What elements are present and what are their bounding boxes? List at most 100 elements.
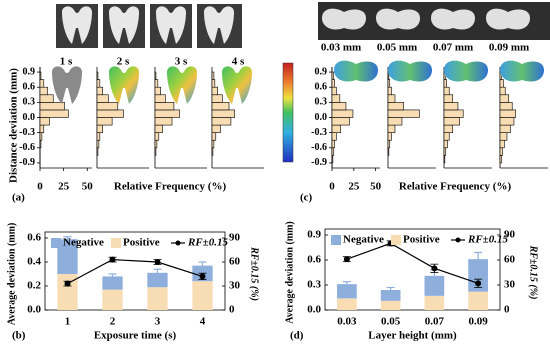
y-tick-label: -0.3 [19,127,35,138]
x-tick-label: 4 [200,316,206,328]
y-tick-label: 0.4 [27,256,41,268]
hist-bar [499,102,513,111]
y-tick-label: 0.6 [307,254,321,266]
hist-bar [443,132,450,141]
y-tick-label: -0.3 [311,127,327,138]
hist-bar [96,71,99,80]
hist-bar [154,132,160,141]
hist-bar [331,102,347,111]
hist-bar [331,79,335,88]
y2-tick-label: 0 [504,304,510,316]
legend-label: RF±0.15 [187,237,228,249]
hist-bar [39,109,69,118]
y2-tick-label: 30 [229,280,241,292]
hist-bar [499,139,505,149]
bar [337,298,357,310]
hist-bar [387,102,405,111]
y-tick-label: -0.9 [311,157,327,168]
hist-bar [211,124,221,133]
hist-bar [387,109,420,118]
legend-label: Negative [343,234,384,246]
y-tick-label: 0.0 [315,112,328,123]
bar [147,287,168,310]
rf-point [199,273,206,280]
hist-bar [211,71,215,80]
y2-axis-label: RF±0.15 (%) [528,245,539,300]
bar [102,289,123,310]
bar [468,259,488,292]
hist-bar [96,147,99,156]
hist-bar [154,86,161,96]
hist-bar [331,86,337,96]
hist-bar [96,132,101,141]
bar [337,284,357,299]
x-tick-label: 0.03 [337,316,357,328]
legend-label: Negative [63,237,104,249]
hist-bar [499,79,504,88]
y-tick-label: 0.0 [27,304,41,316]
hist-bar [154,71,157,80]
hist-bar [211,147,214,156]
hist-bar [211,117,232,126]
hist-bar [387,86,392,96]
hist-bar [499,147,503,156]
hist-bar [39,94,54,103]
panel-label: (d) [290,330,304,342]
subplot-title: 2 s [117,56,130,68]
hist-bar [499,117,515,126]
bar [102,276,123,290]
y-tick-label: -0.9 [19,157,35,168]
subplot-title: 3 s [175,56,188,68]
hist-bar [331,147,335,156]
hist-bar [331,109,354,118]
legend-swatch [331,235,341,245]
hist-bar [154,124,163,133]
y-tick-label: 0.0 [23,112,36,123]
hist-bar [443,155,446,164]
hist-bar [443,147,447,156]
rf-line [346,242,479,284]
legend-label: Positive [123,237,160,249]
colorbar [282,62,294,163]
hist-bar [499,132,508,141]
hist-bar [39,132,43,141]
y-tick-label: 0.0 [307,304,321,316]
y-axis-label: Distance deviation (mm) [8,68,20,183]
legend-label: RF±0.15 [467,234,508,246]
hist-bar [39,139,42,149]
bar [380,300,401,310]
x-tick-label: 0 [37,181,43,193]
rf-point [64,280,71,287]
y2-tick-label: 60 [504,254,516,266]
hist-bar [331,124,342,133]
y-axis-label: Average deviation (mm) [284,221,295,324]
photos-a [56,4,242,48]
bar [380,290,401,301]
subplot-title: 0.05 mm [377,42,417,54]
subplot-title: 0.09 mm [489,42,529,54]
hist-bar [96,117,113,126]
hist-bar [154,117,173,126]
hist-bar [387,124,396,133]
hist-bar [499,124,511,133]
y2-tick-label: 90 [229,232,241,244]
bar [424,275,445,296]
x-tick-label: 1 [65,316,71,328]
legend-dot [175,240,181,246]
x-tick-label: 2 [110,316,116,328]
hist-bar [96,94,109,103]
y-tick-label: 0.6 [315,81,328,92]
hist-bar [154,94,166,103]
hist-bar [39,86,48,96]
hist-bar [39,124,45,133]
photos-c [318,2,550,40]
bar [424,295,445,310]
hist-bar [499,94,510,103]
plot-frame [324,228,501,311]
x-tick-label: 50 [370,181,382,193]
hist-bar [211,86,218,96]
hist-bar [387,79,391,88]
plot-frame [44,231,226,311]
hist-bar [443,86,450,96]
x-tick-label: 0 [329,181,335,193]
